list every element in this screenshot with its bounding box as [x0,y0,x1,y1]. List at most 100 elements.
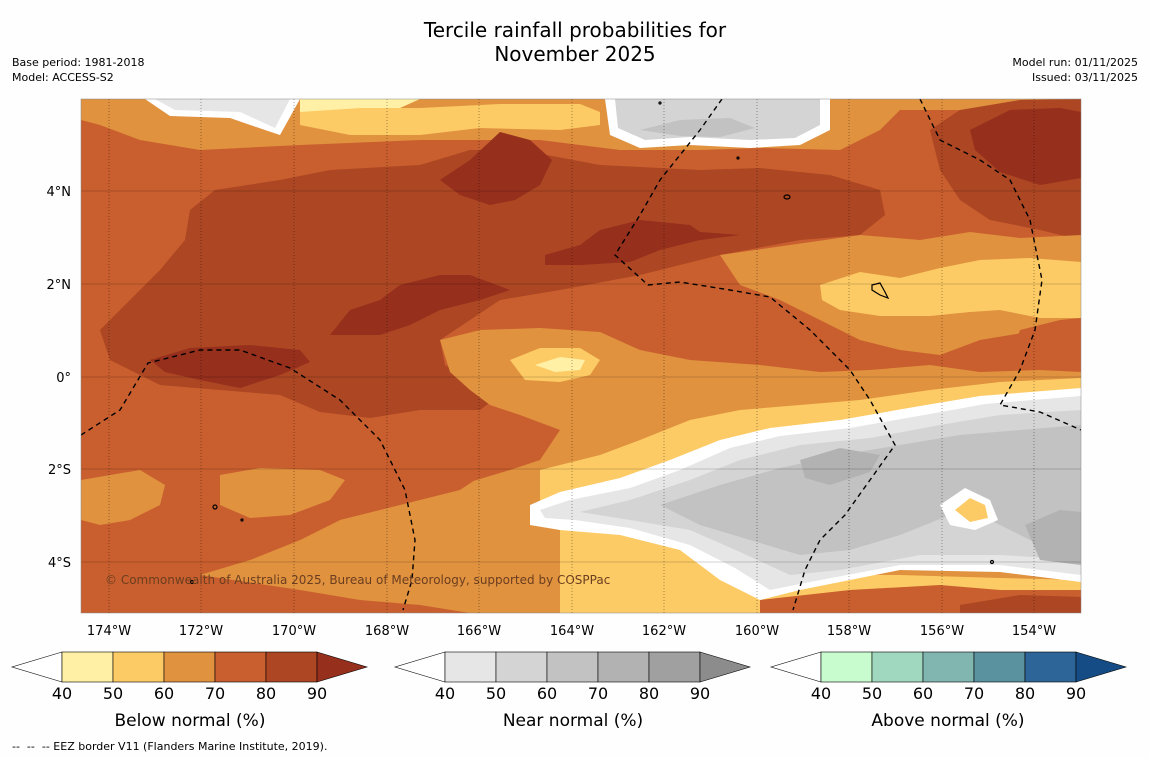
colorbar-near-70 [597,651,650,683]
colorbar-above-40 [820,651,873,683]
title-line-1: Tercile rainfall probabilities for [423,18,727,42]
region-below-70-bottom-left [81,575,470,613]
colorbar-near-tick-90: 90 [690,684,710,703]
lon-label-170w: 170°W [272,624,316,639]
region-below-90-ne [970,108,1081,185]
chart-title: Tercile rainfall probabilities for Novem… [0,18,1150,66]
colorbar-above-tick-50: 50 [862,684,882,703]
region-near-nw-40 [155,99,290,128]
colorbar-near-tick-50: 50 [486,684,506,703]
lon-label-174w: 174°W [87,624,131,639]
colorbar-near-80 [648,651,701,683]
islands [189,101,995,585]
island-g [736,156,740,160]
lat-label-4s: 4°S [48,556,71,571]
lon-label-158w: 158°W [827,624,871,639]
colorbar-above-low-arrow [769,651,822,683]
region-near-70-b [1025,510,1081,565]
issued-date: Issued: 03/11/2025 [1031,71,1138,84]
lon-label-160w: 160°W [735,624,779,639]
eez-border-west [81,349,416,611]
colorbar-below-40 [61,651,114,683]
lat-gridlines [81,190,1081,563]
meta-left: Base period: 1981-2018 Model: ACCESS-S2 [12,55,144,85]
region-below-80-se-bottom [960,595,1081,613]
region-below-50-east [820,258,1081,318]
colorbar-above-tick-40: 40 [811,684,831,703]
colorbar-above-50 [871,651,924,683]
region-below-90-b [545,220,740,265]
eez-border-east [919,99,1081,431]
region-below-90-c [330,275,510,335]
region-near-60 [660,425,1081,555]
colorbar-above-60 [922,651,975,683]
colorbar-above-70 [973,651,1026,683]
colorbar-near-label: Near normal (%) [503,711,643,731]
region-near-north-60 [640,118,755,137]
colorbar-below-60 [163,651,216,683]
lon-label-164w: 164°W [550,624,594,639]
colorbar-above-tick-90: 90 [1066,684,1086,703]
region-near-70-a [800,448,880,485]
colorbar-near-low-arrow [393,651,446,683]
lon-label-172w: 172°W [179,624,223,639]
island-kiritimati [871,282,890,300]
lon-label-166w: 166°W [457,624,501,639]
region-below-60-west-patch [81,470,165,525]
region-below-70-east-patch [1010,318,1081,372]
map-panel [81,99,1081,613]
eez-border-center [614,99,896,611]
meta-right: Model run: 01/11/2025 Issued: 03/11/2025 [1012,55,1138,85]
colorbar-near-tick-60: 60 [537,684,557,703]
colorbar-near-tick-70: 70 [588,684,608,703]
map-frame [80,98,1082,614]
island-f [658,101,662,105]
colorbar-below-label: Below normal (%) [115,711,266,731]
colorbar-below-tick-70: 70 [205,684,225,703]
region-below-50-yellow-band [540,378,1081,510]
colorbar-near: 40 50 60 70 80 90 Near normal (%) [393,651,752,731]
island-e [989,559,995,565]
colorbar-below-tick-80: 80 [256,684,276,703]
colorbar-near-50 [495,651,548,683]
colorbar-above-tick-70: 70 [964,684,984,703]
island-b [212,504,218,510]
lat-label-0: 0° [56,371,71,386]
colorbar-near-tick-80: 80 [639,684,659,703]
colorbar-below-70 [214,651,267,683]
base-period: Base period: 1981-2018 [12,56,145,69]
colorbar-above-high-arrow [1075,651,1128,683]
eez-borders [81,99,1081,611]
title-line-2: November 2025 [494,42,656,66]
island-a [783,194,791,200]
region-below-90-d [150,345,310,388]
lon-labels: 174°W 172°W 170°W 168°W 166°W 164°W 162°… [87,624,1056,639]
island-c [189,579,195,585]
lon-label-168w: 168°W [365,624,409,639]
colorbar-below-low-arrow [10,651,63,683]
colorbar-near-60 [546,651,599,683]
lat-label-2n: 2°N [47,278,72,293]
colorbar-near-tick-40: 40 [435,684,455,703]
colorbar-below-tick-90: 90 [307,684,327,703]
colorbar-below-80 [265,651,318,683]
colorbar-above-tick-60: 60 [913,684,933,703]
island-d [240,518,244,522]
region-below-40-center [535,357,585,372]
colorbar-near-high-arrow [699,651,752,683]
model-name: Model: ACCESS-S2 [12,71,114,84]
colorbar-above-label: Above normal (%) [871,711,1024,731]
region-below-50-inner-patch [955,498,988,522]
lon-label-156w: 156°W [920,624,964,639]
colorbar-below-high-arrow [316,651,369,683]
lat-label-4n: 4°N [47,185,72,200]
region-below-50-north [300,104,600,135]
colorbar-below-tick-50: 50 [103,684,123,703]
copyright-text: © Commonwealth of Australia 2025, Bureau… [105,573,610,587]
colorbar-below-tick-40: 40 [52,684,72,703]
region-below-40-nw [300,99,420,112]
colorbar-above-tick-80: 80 [1015,684,1035,703]
colorbar-above-80 [1024,651,1077,683]
colorbar-below-50 [112,651,165,683]
lat-label-2s: 2°S [48,463,71,478]
